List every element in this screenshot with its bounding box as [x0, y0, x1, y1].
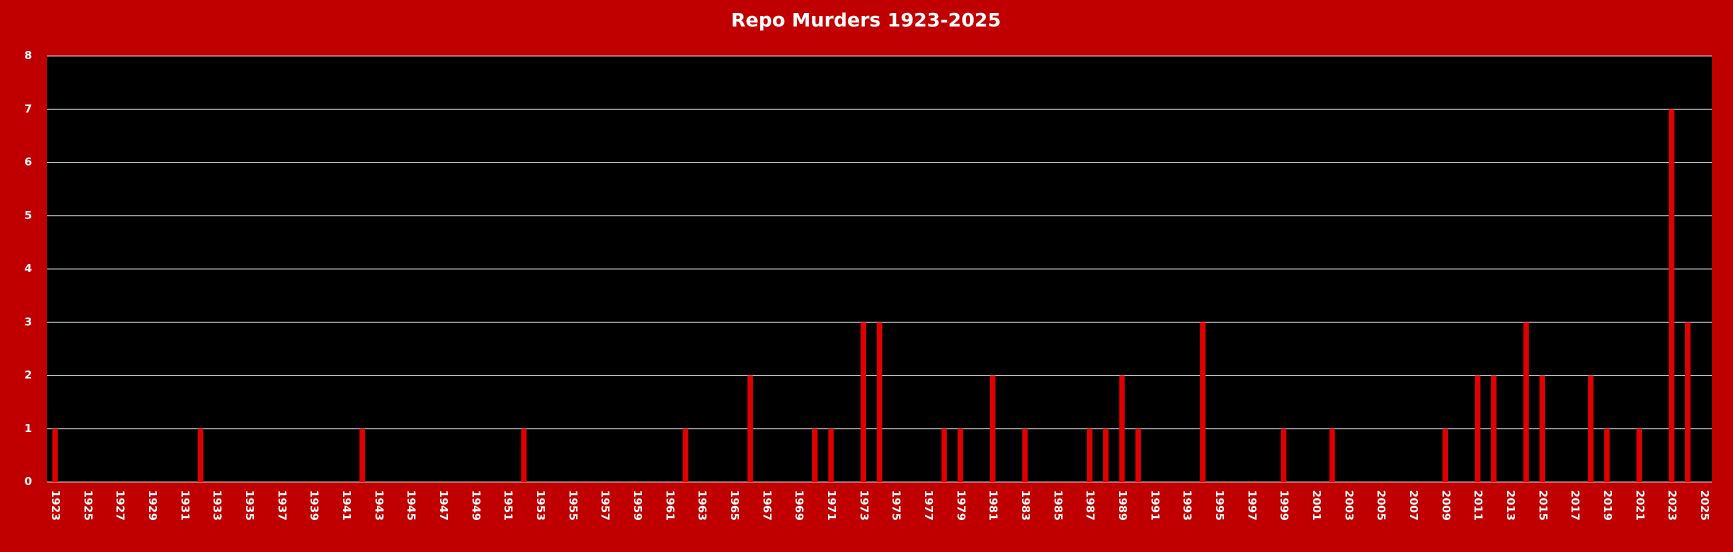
x-tick-label: 1967 — [760, 490, 773, 521]
x-tick-label: 1949 — [469, 490, 482, 521]
y-tick-label: 6 — [24, 156, 32, 169]
x-tick-label: 1963 — [696, 490, 709, 521]
x-tick-label: 1975 — [890, 490, 903, 521]
x-tick-label: 1939 — [308, 490, 321, 521]
bar — [1280, 428, 1287, 482]
bar — [1474, 375, 1481, 482]
x-tick-label: 1997 — [1245, 490, 1258, 521]
x-tick-label: 2025 — [1698, 490, 1711, 521]
bar — [860, 322, 867, 482]
x-tick-label: 1971 — [825, 490, 838, 521]
x-tick-label: 1943 — [372, 490, 385, 521]
x-tick-label: 2019 — [1601, 490, 1614, 521]
bar — [1135, 428, 1141, 482]
bar — [1119, 375, 1125, 482]
x-tick-label: 1977 — [922, 490, 935, 521]
y-tick-label: 8 — [24, 49, 32, 62]
x-tick-label: 2001 — [1310, 490, 1323, 521]
x-tick-label: 1951 — [502, 490, 515, 521]
x-tick-label: 2011 — [1472, 490, 1485, 521]
bar — [941, 428, 947, 482]
bar — [1022, 428, 1028, 482]
x-tick-label: 1953 — [534, 490, 547, 521]
bar — [1329, 428, 1335, 482]
bar — [1442, 428, 1449, 482]
bar — [828, 428, 834, 482]
bar — [521, 428, 527, 482]
bar — [1636, 428, 1643, 482]
x-tick-label: 1965 — [728, 490, 741, 521]
x-tick-label: 1937 — [275, 490, 288, 521]
x-tick-label: 1979 — [954, 490, 967, 521]
x-tick-label: 1925 — [81, 490, 94, 521]
x-tick-label: 2003 — [1342, 490, 1355, 521]
bar — [1588, 375, 1594, 482]
bar — [989, 375, 996, 482]
x-tick-label: 1923 — [49, 490, 62, 521]
bar — [682, 428, 689, 482]
bar — [1103, 428, 1109, 482]
y-tick-label: 2 — [24, 369, 32, 382]
x-tick-label: 1987 — [1084, 490, 1097, 521]
x-tick-label: 1927 — [114, 490, 127, 521]
x-tick-label: 1973 — [857, 490, 870, 521]
x-tick-label: 1989 — [1116, 490, 1129, 521]
x-tick-label: 1959 — [631, 490, 644, 521]
y-tick-label: 3 — [24, 315, 32, 328]
x-tick-label: 1955 — [566, 490, 579, 521]
x-tick-label: 2021 — [1633, 490, 1646, 521]
x-tick-label: 1957 — [599, 490, 612, 521]
bar — [359, 428, 365, 482]
x-tick-label: 2023 — [1666, 490, 1679, 521]
x-tick-label: 2013 — [1504, 490, 1517, 521]
bar — [1200, 322, 1206, 482]
bar — [197, 428, 204, 482]
x-tick-label: 1933 — [211, 490, 224, 521]
x-tick-label: 1991 — [1148, 490, 1161, 521]
bar — [1086, 428, 1093, 482]
bar — [957, 428, 964, 482]
y-tick-label: 0 — [24, 475, 32, 488]
x-tick-label: 1935 — [243, 490, 256, 521]
x-tick-label: 2007 — [1407, 490, 1420, 521]
y-tick-label: 5 — [24, 209, 32, 222]
x-tick-label: 1929 — [146, 490, 159, 521]
x-tick-label: 1941 — [340, 490, 353, 521]
y-tick-label: 4 — [24, 262, 32, 275]
bar — [1523, 322, 1529, 482]
x-tick-label: 1983 — [1019, 490, 1032, 521]
bar — [747, 375, 753, 482]
bar — [1668, 109, 1675, 482]
x-tick-label: 1985 — [1051, 490, 1064, 521]
chart-title: Repo Murders 1923-2025 — [731, 10, 1001, 32]
x-tick-label: 1995 — [1213, 490, 1226, 521]
bar — [812, 428, 818, 482]
bar — [1604, 428, 1610, 482]
x-tick-label: 1993 — [1181, 490, 1194, 521]
y-tick-label: 7 — [24, 102, 32, 115]
x-tick-label: 1969 — [793, 490, 806, 521]
x-tick-label: 1931 — [178, 490, 191, 521]
x-tick-label: 1947 — [437, 490, 450, 521]
x-tick-label: 1961 — [663, 490, 676, 521]
x-tick-label: 2017 — [1569, 490, 1582, 521]
bar — [1491, 375, 1497, 482]
x-tick-label: 2009 — [1439, 490, 1452, 521]
x-tick-label: 1945 — [405, 490, 418, 521]
x-tick-label: 1999 — [1278, 490, 1291, 521]
bar — [1685, 322, 1691, 482]
bar — [876, 322, 883, 482]
x-tick-label: 2015 — [1536, 490, 1549, 521]
x-tick-label: 1981 — [987, 490, 1000, 521]
x-tick-label: 2005 — [1375, 490, 1388, 521]
y-tick-label: 1 — [24, 422, 32, 435]
bar — [1539, 375, 1546, 482]
bar — [52, 428, 58, 482]
